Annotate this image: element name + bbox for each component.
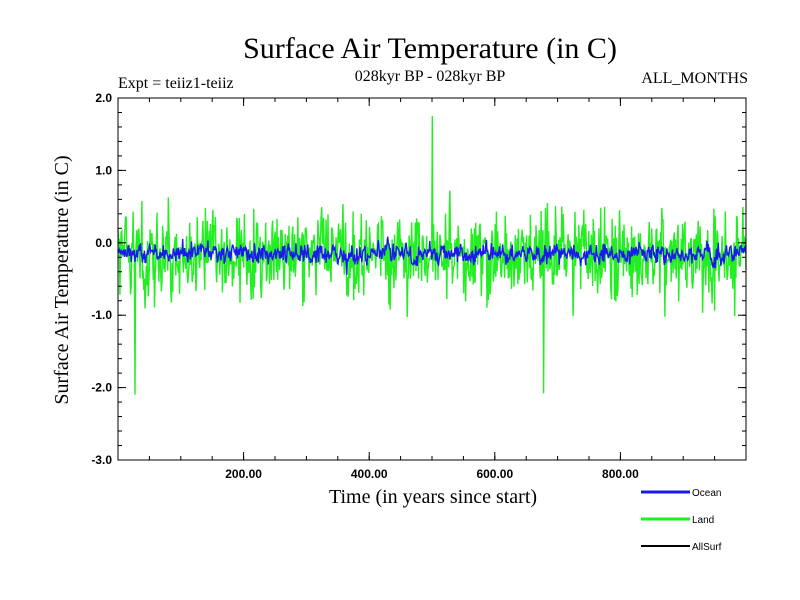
y-tick-label: 1.0 [95,163,112,177]
legend-label-allsurf: AllSurf [692,542,722,553]
ocean-series-line [117,236,747,275]
legend-item-ocean: Ocean [641,488,721,499]
expt-label: Expt = teiiz1-teiiz [118,75,234,92]
y-tick-label: -1.0 [91,308,112,322]
legend-label-land: Land [692,515,714,526]
months-label: ALL_MONTHS [641,70,748,87]
x-axis-label: Time (in years since start) [329,486,537,508]
legend-label-ocean: Ocean [692,488,721,499]
y-tick-label: -2.0 [91,381,112,395]
y-tick-label: 2.0 [95,91,112,105]
x-tick-labels: 200.00 400.00 600.00 800.00 [225,467,639,481]
y-axis-label: Surface Air Temperature (in C) [51,155,73,404]
x-tick-label: 400.00 [351,467,388,481]
legend: Ocean Land AllSurf [641,488,722,553]
y-tick-labels: 2.0 1.0 0.0 -1.0 -2.0 -3.0 [91,91,112,467]
y-tick-label: -3.0 [91,453,112,467]
series-land [117,116,747,395]
chart-subtitle: 028kyr BP - 028kyr BP [355,68,506,85]
series-ocean [117,236,747,275]
chart-title: Surface Air Temperature (in C) [243,32,617,65]
y-tick-label: 0.0 [95,236,112,250]
x-tick-label: 600.00 [476,467,513,481]
plot-area [117,97,747,461]
plot-frame [117,97,747,461]
x-tick-label: 800.00 [602,467,639,481]
land-series-line [117,116,747,395]
legend-item-land: Land [641,515,714,526]
x-tick-label: 200.00 [225,467,262,481]
legend-item-allsurf: AllSurf [641,542,722,553]
